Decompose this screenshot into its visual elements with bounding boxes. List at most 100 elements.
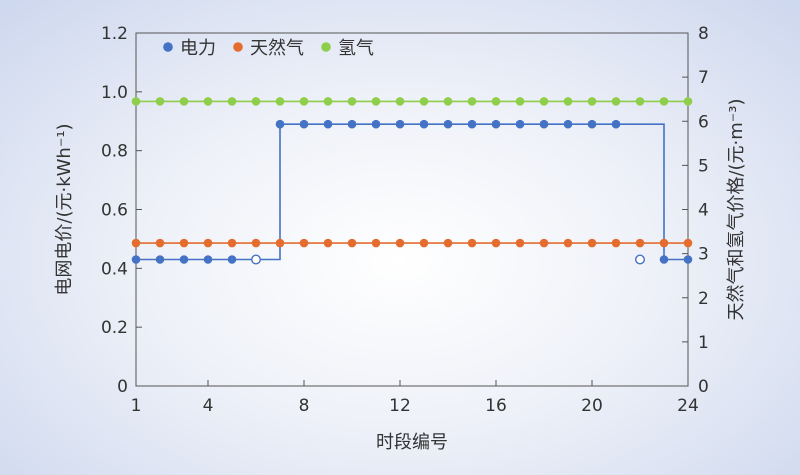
data-point bbox=[131, 238, 141, 248]
data-point bbox=[251, 238, 261, 248]
data-point bbox=[539, 119, 549, 129]
x-tick-label: 8 bbox=[299, 396, 310, 416]
y-right-tick-label: 6 bbox=[698, 112, 709, 132]
data-point bbox=[395, 119, 405, 129]
data-point bbox=[443, 119, 453, 129]
data-point bbox=[515, 238, 525, 248]
data-point bbox=[491, 97, 501, 106]
data-point bbox=[539, 238, 549, 248]
data-point bbox=[443, 97, 453, 106]
x-tick-label: 12 bbox=[389, 396, 411, 416]
data-point bbox=[419, 97, 429, 106]
y-left-tick-label: 1.2 bbox=[101, 24, 128, 44]
y-right-tick-label: 3 bbox=[698, 245, 709, 265]
data-point bbox=[323, 238, 333, 248]
data-point bbox=[419, 119, 429, 129]
legend-marker bbox=[321, 42, 331, 52]
x-tick-label: 24 bbox=[677, 396, 699, 416]
y-left-tick-label: 0.8 bbox=[101, 142, 128, 162]
y-right-tick-label: 1 bbox=[698, 333, 709, 353]
data-point bbox=[227, 255, 237, 264]
data-point bbox=[395, 238, 405, 248]
data-point bbox=[587, 97, 597, 106]
data-point bbox=[203, 255, 213, 264]
data-point bbox=[611, 238, 621, 248]
data-point-open bbox=[250, 254, 261, 265]
data-point bbox=[443, 238, 453, 248]
data-point bbox=[371, 97, 381, 106]
x-tick-label: 1 bbox=[131, 396, 142, 416]
x-tick-label: 16 bbox=[485, 396, 507, 416]
x-tick-label: 4 bbox=[203, 396, 214, 416]
x-axis-title: 时段编号 bbox=[376, 432, 448, 453]
data-point bbox=[587, 119, 597, 129]
data-point bbox=[227, 238, 237, 248]
data-point bbox=[323, 119, 333, 129]
x-tick-label: 20 bbox=[581, 396, 603, 416]
legend-label: 天然气 bbox=[250, 38, 304, 59]
data-point bbox=[179, 238, 189, 248]
data-point bbox=[491, 119, 501, 129]
data-point bbox=[635, 238, 645, 248]
data-point bbox=[563, 97, 573, 106]
data-point bbox=[275, 238, 285, 248]
data-point bbox=[203, 97, 213, 106]
y-left-tick-label: 1.0 bbox=[101, 83, 128, 103]
data-point bbox=[659, 238, 669, 248]
data-point bbox=[491, 238, 501, 248]
y-left-tick-label: 0 bbox=[117, 377, 128, 397]
data-point bbox=[251, 97, 261, 106]
data-point bbox=[419, 238, 429, 248]
data-point bbox=[395, 97, 405, 106]
data-point bbox=[467, 97, 477, 106]
data-point bbox=[635, 97, 645, 106]
data-point bbox=[179, 97, 189, 106]
y-right-tick-label: 7 bbox=[698, 68, 709, 88]
data-point bbox=[611, 97, 621, 106]
y-right-tick-label: 2 bbox=[698, 289, 709, 309]
legend-label: 电力 bbox=[180, 38, 216, 59]
y-left-tick-label: 0.4 bbox=[101, 259, 128, 279]
data-point bbox=[131, 97, 141, 106]
data-point bbox=[563, 119, 573, 129]
data-point bbox=[299, 238, 309, 248]
data-point bbox=[275, 119, 285, 129]
data-point bbox=[611, 119, 621, 129]
data-point-open bbox=[635, 254, 646, 265]
data-point bbox=[203, 238, 213, 248]
data-point bbox=[683, 255, 693, 264]
data-point bbox=[275, 97, 285, 106]
data-point bbox=[347, 97, 357, 106]
data-point bbox=[299, 97, 309, 106]
data-point bbox=[155, 238, 165, 248]
legend: 电力 天然气 氢气 bbox=[163, 38, 374, 59]
series-line bbox=[136, 123, 688, 261]
data-point bbox=[515, 97, 525, 106]
legend-label: 氢气 bbox=[338, 38, 374, 59]
data-point bbox=[563, 238, 573, 248]
series-group bbox=[131, 97, 693, 265]
plot-frame bbox=[135, 32, 689, 387]
data-point bbox=[371, 119, 381, 129]
legend-marker bbox=[163, 42, 173, 52]
data-point bbox=[227, 97, 237, 106]
data-point bbox=[683, 238, 693, 248]
data-point bbox=[155, 97, 165, 106]
data-point bbox=[155, 255, 165, 264]
data-point bbox=[467, 119, 477, 129]
data-point bbox=[683, 97, 693, 106]
data-point bbox=[659, 97, 669, 106]
y-right-tick-label: 4 bbox=[698, 201, 709, 221]
data-point bbox=[299, 119, 309, 129]
data-point bbox=[347, 238, 357, 248]
data-point bbox=[587, 238, 597, 248]
y-axis-right-title: 天然气和氢气价格/(元·m⁻³) bbox=[726, 98, 747, 320]
y-right-tick-label: 5 bbox=[698, 156, 709, 176]
y-left-tick-label: 0.6 bbox=[101, 201, 128, 221]
data-point bbox=[323, 97, 333, 106]
data-point bbox=[467, 238, 477, 248]
data-point bbox=[515, 119, 525, 129]
y-left-tick-label: 0.2 bbox=[101, 318, 128, 338]
